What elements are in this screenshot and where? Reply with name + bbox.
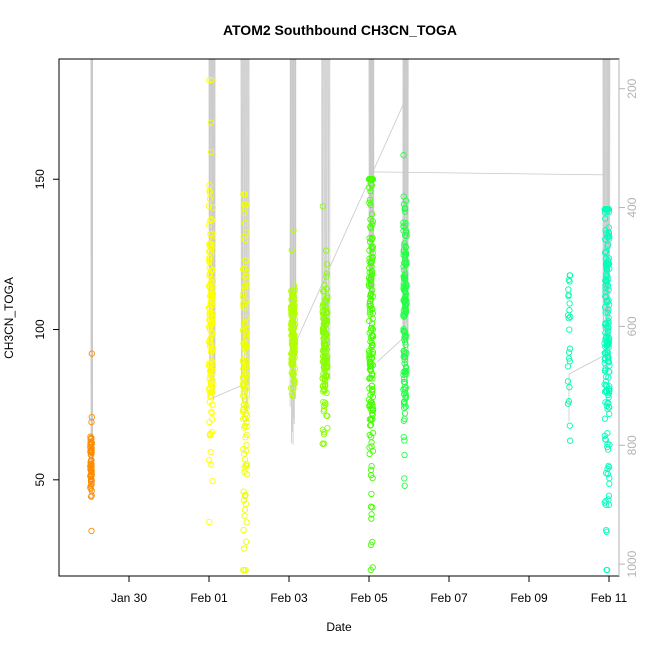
data-point [402, 452, 407, 457]
data-point [402, 476, 407, 481]
data-point [402, 405, 407, 410]
flight-track-transit [213, 386, 241, 398]
data-point [567, 423, 572, 428]
data-point [369, 491, 374, 496]
data-point [607, 481, 612, 486]
y-tick-label: 100 [33, 319, 47, 339]
secondary-tick-label: 800 [625, 435, 639, 455]
data-point [566, 287, 571, 292]
data-point [607, 411, 612, 416]
secondary-tick-label: 200 [625, 78, 639, 98]
secondary-tick-label: 400 [625, 197, 639, 217]
data-point [242, 507, 247, 512]
data-point [244, 539, 249, 544]
x-tick-label: Feb 05 [350, 591, 388, 605]
secondary-y-axis: 200 400 600 800 1000 [619, 59, 639, 577]
y-tick-label: 50 [33, 473, 47, 487]
flight-track-transit [569, 356, 603, 374]
data-points-layer [88, 77, 613, 572]
x-tick-label: Feb 11 [591, 591, 628, 605]
data-point [325, 425, 330, 430]
x-tick-label: Feb 03 [270, 591, 308, 605]
data-point [567, 301, 572, 306]
data-point [567, 385, 572, 390]
x-tick-label: Feb 09 [510, 591, 548, 605]
data-point [567, 327, 572, 332]
x-axis-label: Date [326, 620, 352, 634]
data-point [207, 519, 212, 524]
y-axis: 50 100 150 [33, 169, 59, 487]
data-point [602, 416, 607, 421]
data-point [567, 308, 572, 313]
x-tick-label: Feb 01 [190, 591, 228, 605]
data-point [244, 520, 249, 525]
y-tick-label: 150 [33, 169, 47, 189]
data-point [567, 346, 572, 351]
data-point [565, 379, 570, 384]
y-axis-label: CH3CN_TOGA [2, 277, 16, 359]
flight-track-transit [295, 101, 405, 345]
data-point [243, 315, 248, 320]
data-point [242, 513, 247, 518]
data-point [208, 450, 213, 455]
data-point [402, 438, 407, 443]
plot-frame [59, 59, 619, 576]
data-point [242, 546, 247, 551]
x-tick-label: Feb 07 [430, 591, 468, 605]
flight-track-layer [91, 59, 610, 500]
data-point [567, 438, 572, 443]
data-point [402, 483, 407, 488]
data-point [89, 528, 94, 533]
data-point [241, 527, 246, 532]
data-point [566, 350, 571, 355]
chart-title: ATOM2 Southbound CH3CN_TOGA [223, 22, 457, 38]
data-point [402, 411, 407, 416]
x-tick-label: Jan 30 [111, 591, 147, 605]
data-point [401, 418, 406, 423]
data-point [565, 364, 570, 369]
secondary-tick-label: 600 [625, 316, 639, 336]
secondary-tick-label: 1000 [625, 550, 639, 577]
flight-track-transit [377, 338, 403, 362]
data-point [210, 478, 215, 483]
x-axis: Jan 30 Feb 01 Feb 03 Feb 05 Feb 07 Feb 09 Feb … [111, 576, 628, 605]
data-point [369, 463, 374, 468]
